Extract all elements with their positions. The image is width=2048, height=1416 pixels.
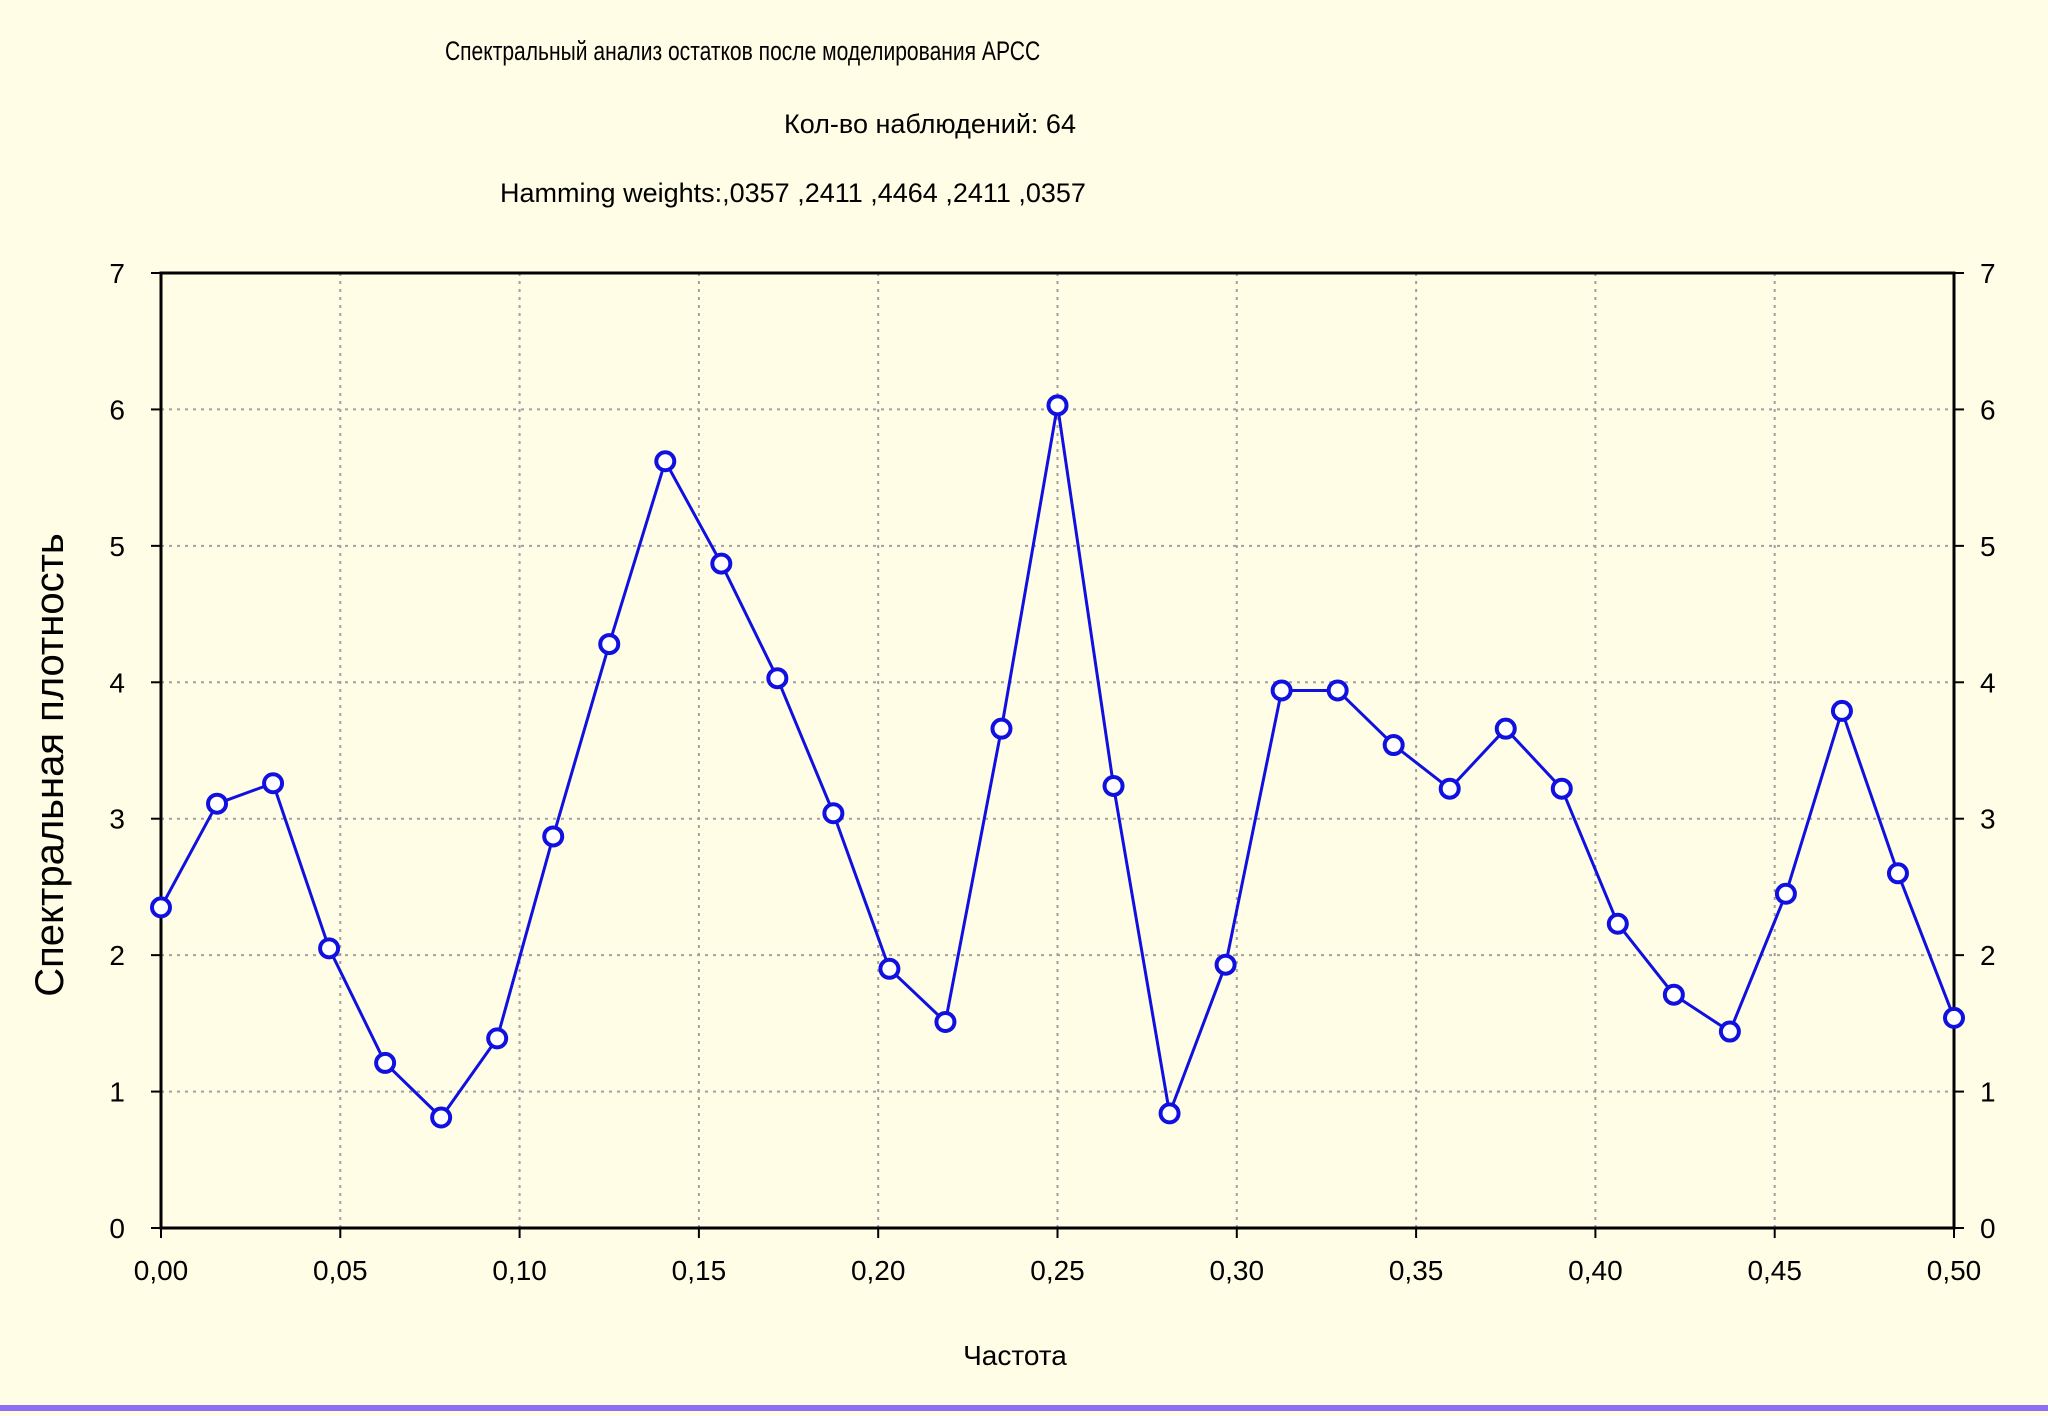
x-tick-label: 0,50 xyxy=(1927,1255,1982,1286)
y-axis-title: Спектральная плотность xyxy=(28,533,72,996)
observations-count: Кол-во наблюдений: 64 xyxy=(784,109,1076,139)
y-tick-label-right: 3 xyxy=(1980,804,1996,835)
data-point xyxy=(486,1027,509,1050)
data-point xyxy=(1943,1006,1965,1029)
y-tick-label-left: 5 xyxy=(109,531,125,562)
series-points xyxy=(150,394,1965,1129)
y-tick-label-left: 0 xyxy=(109,1213,125,1244)
data-point xyxy=(1438,777,1461,800)
data-point xyxy=(1886,862,1909,885)
data-point xyxy=(1270,679,1293,702)
y-tick-label-left: 2 xyxy=(109,940,125,971)
y-tick-label-left: 3 xyxy=(109,804,125,835)
x-tick-label: 0,15 xyxy=(672,1255,727,1286)
data-point xyxy=(1158,1102,1181,1125)
y-tick-label-right: 0 xyxy=(1980,1213,1996,1244)
y-tick-label-left: 1 xyxy=(109,1077,125,1108)
x-axis-title: Частота xyxy=(963,1340,1067,1371)
data-point xyxy=(654,450,677,473)
data-point xyxy=(934,1010,957,1033)
data-point xyxy=(1606,912,1629,935)
x-tick-label: 0,00 xyxy=(134,1255,189,1286)
x-tick-label: 0,05 xyxy=(313,1255,368,1286)
y-tick-label-right: 1 xyxy=(1980,1077,1996,1108)
data-point xyxy=(1774,882,1797,905)
x-tick-label: 0,20 xyxy=(851,1255,906,1286)
data-point xyxy=(1830,699,1853,722)
data-point xyxy=(1382,734,1405,757)
data-point xyxy=(542,825,565,848)
y-tick-label-left: 6 xyxy=(109,394,125,425)
y-tick-label-right: 5 xyxy=(1980,531,1996,562)
y-tick-label-right: 6 xyxy=(1980,394,1996,425)
data-point xyxy=(206,792,229,815)
x-tick-label: 0,30 xyxy=(1210,1255,1265,1286)
x-tick-label: 0,35 xyxy=(1389,1255,1444,1286)
data-point xyxy=(262,772,285,795)
y-tick-label-left: 4 xyxy=(109,667,125,698)
y-tick-label-right: 2 xyxy=(1980,940,1996,971)
data-point xyxy=(1718,1020,1741,1043)
y-tick-label-left: 7 xyxy=(109,258,125,289)
hamming-weights: Hamming weights:,0357 ,2411 ,4464 ,2411 … xyxy=(500,178,1086,208)
data-point xyxy=(1214,953,1237,976)
data-point xyxy=(1662,983,1685,1006)
data-point xyxy=(1102,774,1125,797)
y-tick-label-right: 4 xyxy=(1980,667,1996,698)
data-point xyxy=(766,667,789,690)
ticks: 0,00 0,05 0,10 0,15 0,20 0,25 0,30 0,35 0,40 0,45… xyxy=(109,258,1995,1286)
data-point xyxy=(1550,777,1573,800)
data-point xyxy=(822,802,845,825)
bottom-strip xyxy=(0,1405,2048,1411)
data-point xyxy=(430,1106,453,1129)
x-tick-label: 0,25 xyxy=(1030,1255,1085,1286)
data-point xyxy=(990,717,1013,740)
x-tick-label: 0,10 xyxy=(492,1255,547,1286)
data-point xyxy=(1494,717,1517,740)
chart-title: Спектральный анализ остатков после модел… xyxy=(445,37,1040,67)
data-point xyxy=(1046,394,1069,417)
data-point xyxy=(1326,679,1349,702)
data-point xyxy=(150,896,172,919)
x-tick-label: 0,45 xyxy=(1747,1255,1802,1286)
data-point xyxy=(318,937,341,960)
data-point xyxy=(878,957,901,980)
data-point xyxy=(710,552,733,575)
x-tick-label: 0,40 xyxy=(1568,1255,1623,1286)
data-point xyxy=(598,633,621,656)
y-tick-label-right: 7 xyxy=(1980,258,1996,289)
data-point xyxy=(374,1051,397,1074)
